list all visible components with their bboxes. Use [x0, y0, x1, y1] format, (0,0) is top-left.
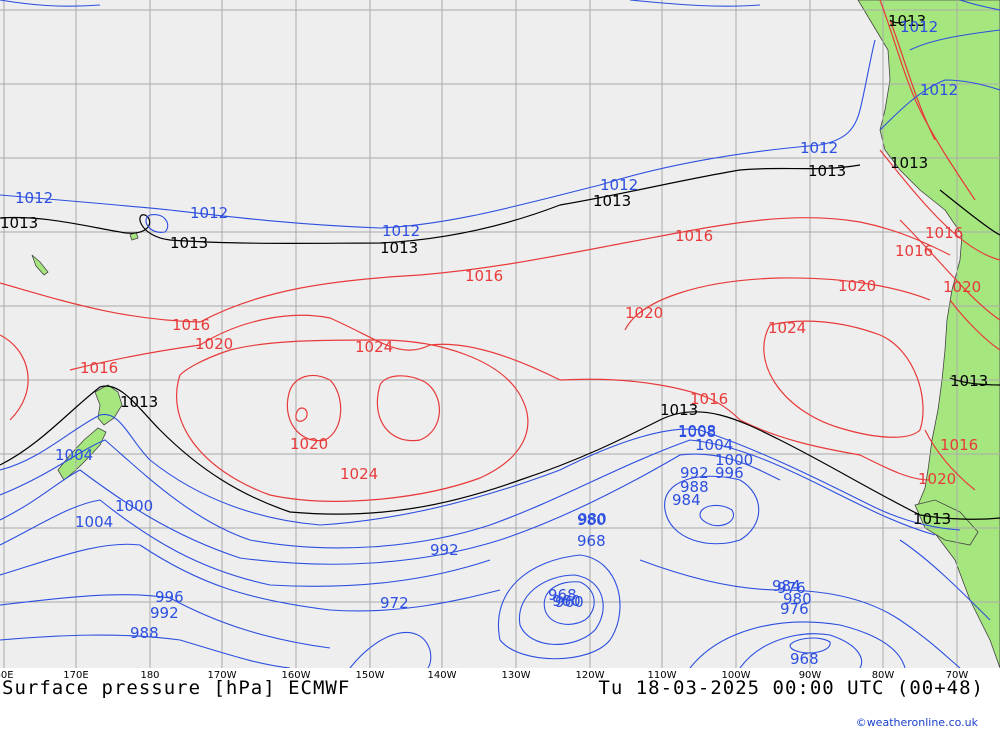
lon-tick-label: 170E: [63, 670, 89, 681]
isobar-label: 1013: [950, 372, 988, 390]
isobar-labels-high: 1016101610161016101610161016102010201020…: [80, 224, 981, 488]
isobar-label: 1013: [120, 393, 158, 411]
lon-tick-label: 170W: [207, 670, 237, 681]
isobar-label: 1024: [768, 319, 806, 337]
isobar-labels-low: 1012101210121012101210121012100810041000…: [15, 18, 958, 668]
isobar-label: 984: [772, 577, 801, 595]
isobar-label: 988: [130, 624, 159, 642]
isobar-label: 1013: [380, 239, 418, 257]
island-vanuatu: [31, 254, 49, 276]
lon-tick-label: 180: [140, 670, 160, 681]
isobar-label: 1013: [0, 214, 38, 232]
lon-tick-label: 140W: [427, 670, 457, 681]
isobar-label: 1024: [340, 465, 378, 483]
isobar-label: 1008: [678, 422, 716, 440]
isobar-label: 1013: [890, 154, 928, 172]
lon-tick-label: 70W: [945, 670, 969, 681]
isobar-label: 1012: [800, 139, 838, 157]
credit-link[interactable]: ©weatheronline.co.uk: [855, 716, 978, 729]
isobar-label: 980: [578, 510, 607, 528]
isobar-label: 992: [680, 464, 709, 482]
isobar-label: 960: [552, 592, 581, 610]
isobars-high: [0, 0, 1000, 502]
isobar-label: 1012: [900, 18, 938, 36]
lon-tick-label: 80W: [871, 670, 895, 681]
isobar-label: 1000: [115, 497, 153, 515]
isobar-label: 1012: [600, 176, 638, 194]
isobar-label: 1013: [660, 401, 698, 419]
isobar-label: 992: [150, 604, 179, 622]
isobar-label: 968: [790, 650, 819, 668]
south-america-land: [857, 0, 1000, 668]
isobar-label: 1013: [170, 234, 208, 252]
isobar-label: 1020: [195, 335, 233, 353]
isobar-label: 972: [380, 594, 409, 612]
isobar-label: 980: [577, 511, 606, 529]
isobar-label: 1020: [290, 435, 328, 453]
isobar-label: 1004: [55, 446, 93, 464]
isobar-label: 1016: [925, 224, 963, 242]
isobar-label: 996: [155, 588, 184, 606]
isobar-label: 976: [780, 600, 809, 618]
lat-lon-grid: [0, 0, 1000, 668]
land-masses: [31, 0, 1000, 668]
isobar-label: 1013: [913, 510, 951, 528]
isobar-label: 980: [783, 590, 812, 608]
isobar-label: 1016: [80, 359, 118, 377]
isobar-label: 1020: [943, 278, 981, 296]
isobar-label: 1016: [465, 267, 503, 285]
lon-tick-label: 130W: [501, 670, 531, 681]
isobar-label: 1020: [838, 277, 876, 295]
isobar-label: 1016: [690, 390, 728, 408]
isobar-label: 1013: [808, 162, 846, 180]
isobar-label: 1020: [918, 470, 956, 488]
isobar-label: 968: [548, 586, 577, 604]
lon-tick-label: 150W: [355, 670, 385, 681]
isobar-label: 1013: [593, 192, 631, 210]
isobar-label: 1024: [355, 338, 393, 356]
isobars-low: [0, 0, 1000, 668]
isobar-label: 996: [715, 464, 744, 482]
isobar-label: 1013: [888, 12, 926, 30]
tierra-del-fuego: [914, 499, 979, 546]
isobar-label: 1004: [75, 513, 113, 531]
lon-tick-label: 160W: [281, 670, 311, 681]
isobar-label: 1016: [675, 227, 713, 245]
isobar-label: 984: [672, 491, 701, 509]
isobar-label: 988: [680, 478, 709, 496]
isobar-label: 1008: [678, 423, 716, 441]
isobar-label: 1012: [382, 222, 420, 240]
map-title: Surface pressure [hPa] ECMWF: [2, 677, 351, 699]
isobar-label: 1016: [895, 242, 933, 260]
lon-tick-label: 120W: [575, 670, 605, 681]
isobar-labels-standard: 1013 1013 1013 1013 1013 1013 1013 1013 1013 1013…: [0, 12, 988, 528]
isobar-label: 976: [777, 579, 806, 597]
lon-tick-label: 60E: [0, 670, 14, 681]
lon-tick-label: 90W: [798, 670, 822, 681]
isobar-label: 1012: [920, 81, 958, 99]
surface-pressure-map: 1013 1013 1013 1013 1013 1013 1013 1013 1013 1013…: [0, 0, 1000, 668]
isobar-label: 1016: [172, 316, 210, 334]
isobar-label: 1012: [190, 204, 228, 222]
isobar-label: 968: [577, 532, 606, 550]
isobars-standard: [0, 19, 1000, 520]
isobar-label: 1000: [715, 451, 753, 469]
lon-tick-label: 100W: [721, 670, 751, 681]
isobar-label: 1004: [695, 436, 733, 454]
ocean-area: [0, 0, 1000, 668]
isobar-label: 1016: [940, 436, 978, 454]
valid-time: Tu 18-03-2025 00:00 UTC (00+48): [598, 677, 984, 699]
isobar-label: 992: [430, 541, 459, 559]
isobar-label: 1012: [15, 189, 53, 207]
isobar-label: 960: [555, 593, 584, 611]
lon-tick-label: 110W: [647, 670, 677, 681]
isobar-label: 1020: [625, 304, 663, 322]
